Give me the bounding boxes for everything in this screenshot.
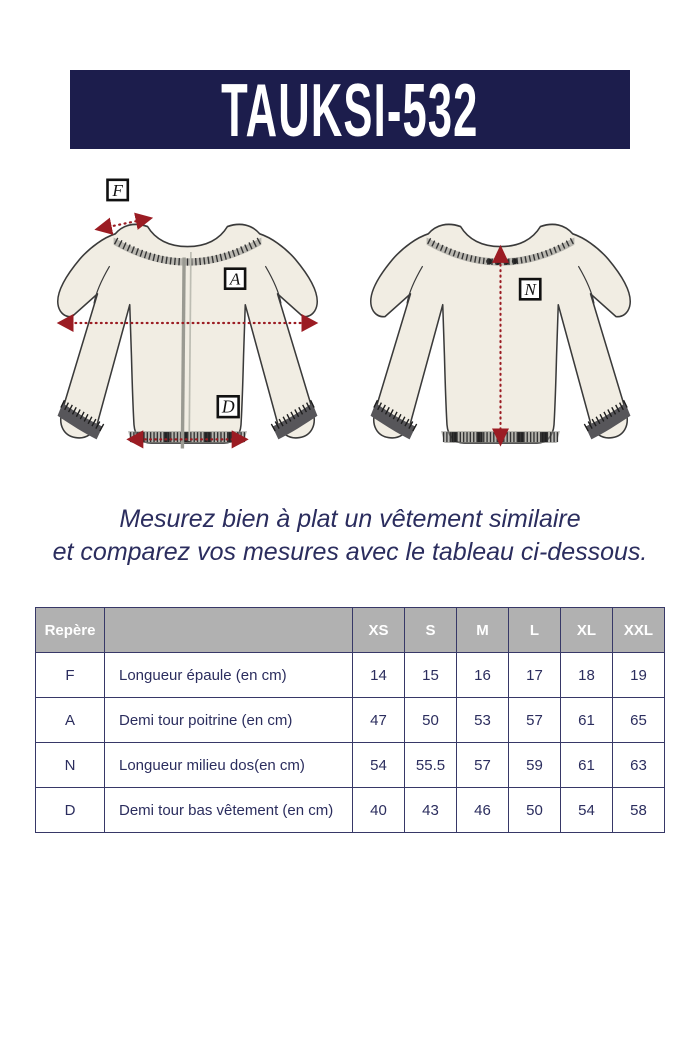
svg-text:D: D xyxy=(221,397,235,417)
svg-text:N: N xyxy=(523,280,537,299)
svg-text:A: A xyxy=(229,269,241,288)
svg-text:F: F xyxy=(111,181,123,200)
